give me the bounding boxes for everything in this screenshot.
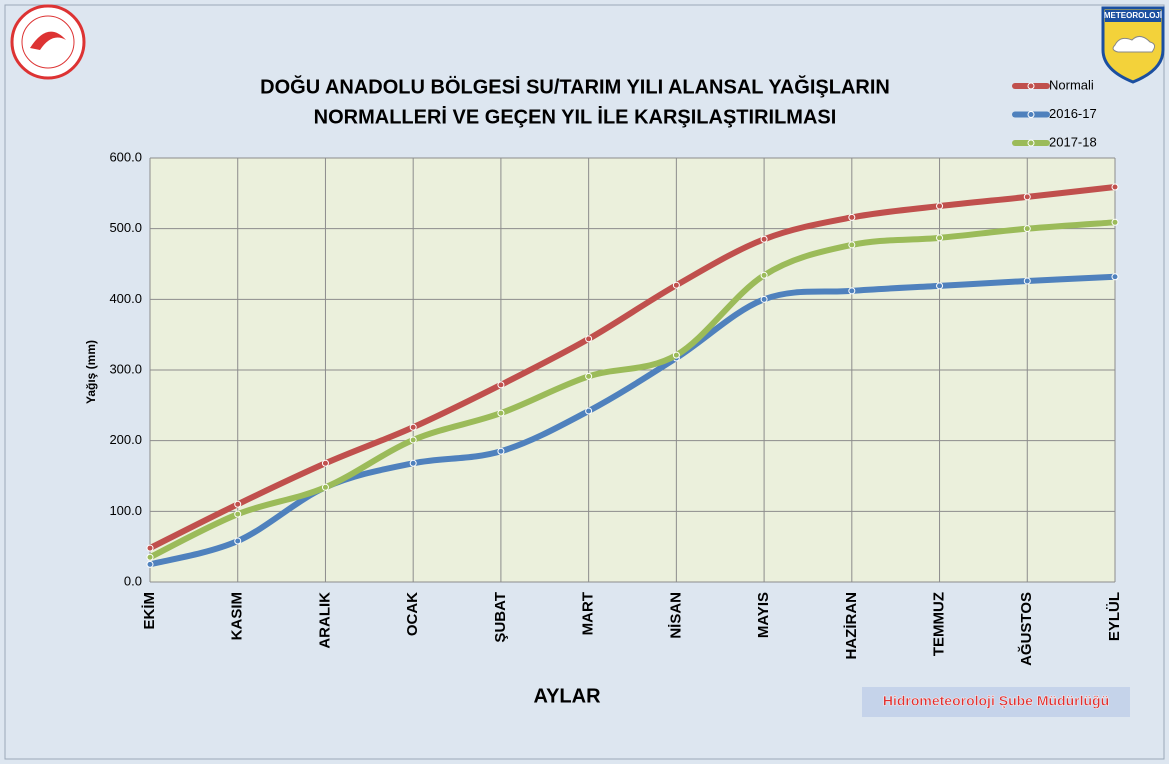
x-tick-label: TEMMUZ: [931, 592, 948, 656]
chart: METEOROLOJİ DOĞU ANADOLU BÖLGESİ SU/TARI…: [0, 0, 1169, 764]
point-marker: [147, 545, 153, 551]
point-marker: [235, 538, 241, 544]
point-marker: [586, 336, 592, 342]
legend-marker: [1028, 112, 1034, 118]
legend-label: Normali: [1049, 77, 1094, 92]
x-tick-label: HAZİRAN: [843, 592, 860, 660]
x-tick-label: NİSAN: [667, 592, 684, 639]
point-marker: [586, 408, 592, 414]
point-marker: [761, 296, 767, 302]
point-marker: [761, 272, 767, 278]
y-tick-label: 200.0: [109, 432, 142, 447]
point-marker: [673, 282, 679, 288]
point-marker: [498, 410, 504, 416]
left-logo: [12, 6, 84, 78]
logo-text: METEOROLOJİ: [1104, 11, 1162, 20]
x-tick-label: ARALIK: [316, 592, 333, 649]
point-marker: [1024, 278, 1030, 284]
legend-label: 2016-17: [1049, 106, 1097, 121]
x-tick-label: ŞUBAT: [492, 592, 509, 643]
point-marker: [498, 382, 504, 388]
y-tick-label: 600.0: [109, 149, 142, 164]
x-tick-label: MART: [580, 592, 597, 635]
legend-marker: [1028, 140, 1034, 146]
point-marker: [1112, 274, 1118, 280]
point-marker: [586, 373, 592, 379]
point-marker: [673, 352, 679, 358]
chart-title: DOĞU ANADOLU BÖLGESİ SU/TARIM YILI ALANS…: [260, 74, 890, 98]
x-axis-title: AYLAR: [533, 685, 601, 707]
x-tick-label: EYLÜL: [1106, 592, 1123, 641]
point-marker: [849, 214, 855, 220]
point-marker: [235, 501, 241, 507]
y-tick-label: 0.0: [124, 573, 142, 588]
point-marker: [937, 235, 943, 241]
point-marker: [849, 242, 855, 248]
point-marker: [937, 203, 943, 209]
right-logo: METEOROLOJİ: [1103, 8, 1163, 82]
point-marker: [1112, 184, 1118, 190]
y-tick-label: 300.0: [109, 361, 142, 376]
x-tick-label: MAYIS: [755, 592, 772, 638]
point-marker: [498, 448, 504, 454]
point-marker: [1112, 219, 1118, 225]
x-tick-label: EKİM: [141, 592, 158, 630]
point-marker: [849, 288, 855, 294]
point-marker: [410, 460, 416, 466]
x-tick-label: OCAK: [404, 592, 421, 636]
footer-note: Hidrometeoroloji Şube Müdürlüğü: [883, 693, 1109, 709]
point-marker: [410, 424, 416, 430]
point-marker: [322, 460, 328, 466]
point-marker: [147, 554, 153, 560]
point-marker: [1024, 194, 1030, 200]
point-marker: [761, 236, 767, 242]
y-tick-label: 500.0: [109, 220, 142, 235]
point-marker: [1024, 226, 1030, 232]
y-tick-label: 100.0: [109, 503, 142, 518]
point-marker: [322, 484, 328, 490]
point-marker: [147, 561, 153, 567]
x-tick-label: AĞUSTOS: [1017, 592, 1035, 666]
x-tick-label: KASIM: [229, 592, 246, 640]
legend-label: 2017-18: [1049, 134, 1097, 149]
y-axis-title: Yağış (mm): [84, 340, 98, 404]
point-marker: [937, 283, 943, 289]
point-marker: [410, 437, 416, 443]
chart-title: NORMALLERİ VE GEÇEN YIL İLE KARŞILAŞTIRI…: [314, 105, 837, 128]
legend-marker: [1028, 83, 1034, 89]
y-tick-label: 400.0: [109, 291, 142, 306]
point-marker: [235, 511, 241, 517]
